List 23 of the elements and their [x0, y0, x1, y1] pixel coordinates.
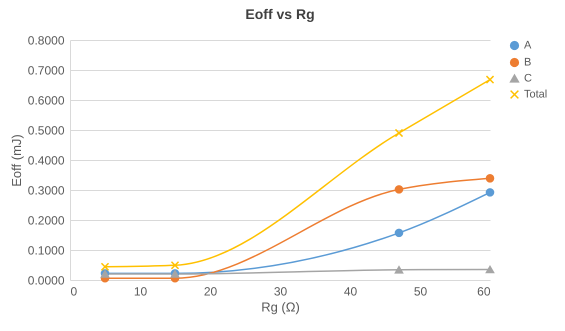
x-tick-label: 10 [134, 284, 148, 298]
legend-label: A [524, 40, 532, 52]
y-tick-label: 0.5000 [28, 124, 65, 138]
y-tick-label: 0.6000 [28, 94, 65, 108]
y-tick-label: 0.8000 [28, 34, 65, 48]
y-tick-label: 0.1000 [28, 244, 65, 258]
y-tick-label: 0.7000 [28, 64, 65, 78]
legend-label: C [524, 72, 532, 84]
legend-label: B [524, 56, 532, 68]
x-tick-label: 40 [344, 284, 358, 298]
x-tick-label: 60 [477, 284, 491, 298]
y-tick-label: 0.0000 [28, 274, 65, 288]
y-tick-label: 0.3000 [28, 184, 65, 198]
chart-title: Eoff vs Rg [245, 6, 315, 22]
legend-label: Total [524, 88, 548, 100]
y-tick-label: 0.4000 [28, 154, 65, 168]
y-tick-label: 0.2000 [28, 214, 65, 228]
x-tick-label: 50 [414, 284, 428, 298]
x-tick-label: 0 [70, 284, 78, 298]
x-tick-label: 20 [204, 284, 218, 298]
x-axis-title: Rg (Ω) [261, 300, 300, 314]
y-axis-title: Eoff (mJ) [8, 134, 24, 187]
x-tick-label: 30 [274, 284, 288, 298]
